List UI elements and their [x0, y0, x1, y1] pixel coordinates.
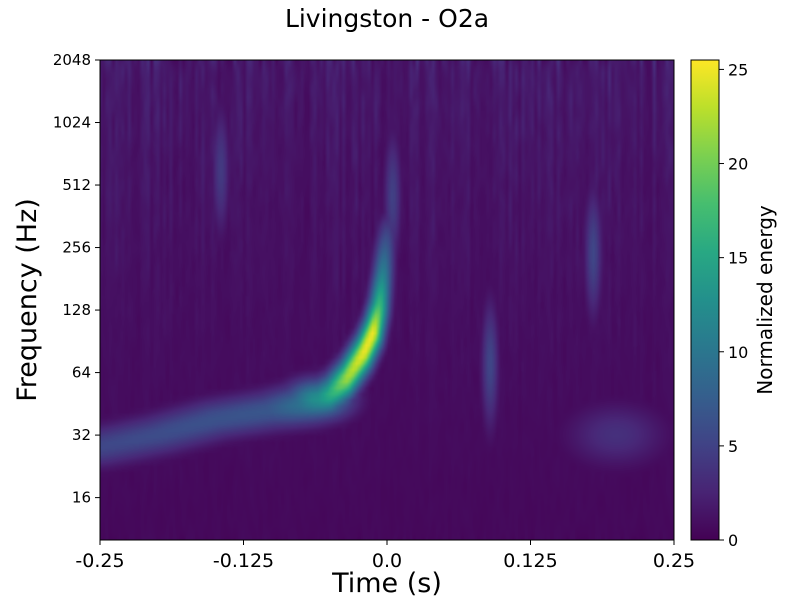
y-tick-label: 1024	[53, 114, 91, 132]
y-axis: 16 32 64 128 256 512 1024 2048	[53, 51, 100, 507]
y-tick-label: 128	[62, 301, 91, 319]
colorbar-tick-label: 20	[728, 155, 748, 174]
y-axis-label: Frequency (Hz)	[12, 198, 43, 402]
x-axis: -0.25 -0.125 0.0 0.125 0.25	[75, 540, 695, 572]
x-tick-label: -0.25	[75, 550, 124, 572]
x-tick-label: 0.25	[653, 550, 695, 572]
colorbar-ticks: 0 5 10 15 20 25	[719, 60, 748, 550]
x-tick-label: -0.125	[213, 550, 274, 572]
colorbar-strip	[690, 59, 720, 541]
y-tick-label: 512	[62, 176, 91, 194]
heatmap-canvas	[100, 60, 674, 540]
colorbar-tick-label: 25	[728, 60, 748, 79]
chart-title: Livingston - O2a	[285, 4, 489, 33]
y-tick-label: 64	[72, 364, 91, 382]
colorbar-tick-label: 5	[728, 437, 738, 456]
colorbar: 0 5 10 15 20 25 Normalized energy	[690, 59, 777, 550]
colorbar-tick-label: 15	[728, 249, 748, 268]
y-tick-label: 32	[72, 426, 91, 444]
x-tick-label: 0.125	[503, 550, 557, 572]
x-tick-label: 0.0	[372, 550, 402, 572]
colorbar-label: Normalized energy	[753, 205, 777, 395]
x-axis-label: Time (s)	[331, 568, 442, 599]
y-tick-label: 16	[72, 489, 91, 507]
colorbar-tick-label: 10	[728, 343, 748, 362]
colorbar-tick-label: 0	[728, 531, 738, 550]
plot-area	[99, 59, 675, 541]
y-tick-label: 2048	[53, 51, 91, 69]
y-tick-label: 256	[62, 239, 91, 257]
